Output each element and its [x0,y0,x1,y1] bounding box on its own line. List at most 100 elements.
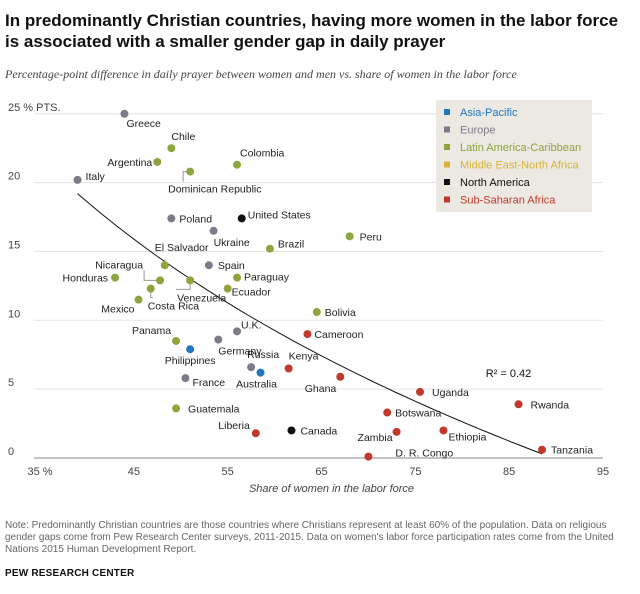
label-venezuela: Venezuela [177,292,226,304]
point-colombia [233,160,242,169]
x-tick-label: 95 [597,466,609,478]
point-liberia [251,429,260,438]
point-rwanda [514,400,523,409]
label-ghana: Ghana [305,383,337,395]
chart-subtitle: Percentage-point difference in daily pra… [5,67,517,81]
point-spain [204,261,213,270]
label-uganda: Uganda [432,387,469,399]
label-peru: Peru [360,231,382,243]
point-panama [172,336,181,345]
label-u-k: U.K. [241,319,261,331]
point-cameroon [303,330,312,339]
point-italy [73,175,82,184]
label-spain: Spain [218,260,245,272]
point-russia [247,363,256,372]
legend-item-latin-america-caribbean: Latin America-Caribbean [460,142,581,154]
point-mexico [134,295,143,304]
point-bolivia [312,308,321,317]
label-liberia: Liberia [218,420,250,432]
point-labels: Greece Chile Argentina Colombia Italy Dominic… [63,118,594,460]
x-tick-label: 45 [128,466,140,478]
scatter-chart: 0 5 10 15 20 25 % PTS. 35 % 45 55 65 75 85 95 R² = … [8,100,609,495]
label-paraguay: Paraguay [244,272,290,284]
legend-item-sub-saharan-africa: Sub-Saharan Africa [460,195,556,207]
y-tick-label: 5 [8,377,14,389]
point-costa-rica [146,284,155,293]
point-brazil [265,244,274,253]
label-zambia: Zambia [358,432,393,444]
label-chile: Chile [171,131,195,143]
label-russia: Russia [247,349,279,361]
gridlines [34,113,603,459]
point-guatemala [172,404,181,413]
point-u-k [233,327,242,336]
point-botswana [383,408,392,417]
point-united-states [237,214,246,223]
y-tick-label: 20 [8,171,20,183]
point-paraguay [233,273,242,282]
point-el-salvador [160,261,169,270]
point-tanzania [538,445,547,454]
trendline [77,193,543,455]
x-tick-label: 85 [503,466,515,478]
legend-item-europe: Europe [460,125,495,137]
x-tick-label: 55 [222,466,234,478]
point-ecuador [223,284,232,293]
data-points [73,109,547,461]
label-rwanda: Rwanda [531,399,570,411]
label-ethiopia: Ethiopia [448,431,486,443]
point-canada [287,426,296,435]
label-mexico: Mexico [101,304,134,316]
label-tanzania: Tanzania [551,445,593,457]
label-ukraine: Ukraine [214,237,250,249]
legend-swatch-asia-pacific [444,109,450,115]
label-honduras: Honduras [63,273,109,285]
footnote: Note: Predominantly Christian countries … [5,520,614,555]
y-axis-ticks: 0 5 10 15 20 25 % PTS. [8,102,61,458]
label-argentina: Argentina [107,157,152,169]
point-ukraine [209,226,218,235]
point-france [181,374,190,383]
x-axis-label: Share of women in the labor force [249,483,414,495]
label-dominican-republic: Dominican Republic [168,184,261,196]
r-squared-label: R² = 0.42 [486,368,532,380]
point-venezuela [186,276,195,285]
label-ecuador: Ecuador [232,287,272,299]
connector-nicaragua [143,270,161,281]
legend-swatch-latin-america-caribbean [444,144,450,150]
y-tick-label: 25 % PTS. [8,102,61,114]
label-canada: Canada [300,425,337,437]
legend-box [436,100,592,212]
point-peru [345,232,354,241]
x-tick-label: 35 % [27,466,52,478]
legend-swatch-middle-east-north-africa [444,161,450,168]
label-australia: Australia [236,379,277,391]
label-france: France [192,377,225,389]
label-bolivia: Bolivia [325,307,356,319]
label-brazil: Brazil [278,239,304,251]
point-chile [167,144,176,153]
point-dominican-republic [186,167,195,176]
point-kenya [284,364,293,373]
label-italy: Italy [86,171,106,183]
legend-item-north-america: North America [460,177,531,189]
point-d-r-congo [364,452,373,461]
label-costa-rica: Costa Rica [148,301,200,313]
point-ethiopia [439,426,448,435]
source-label: PEW RESEARCH CENTER [5,568,135,579]
legend-swatch-sub-saharan-africa [444,196,450,203]
label-guatemala: Guatemala [188,403,240,415]
label-greece: Greece [126,118,161,130]
label-cameroon: Cameroon [314,329,363,341]
label-colombia: Colombia [240,148,285,160]
label-germany: Germany [218,346,262,358]
label-nicaragua: Nicaragua [95,259,143,271]
label-botswana: Botswana [395,408,441,420]
x-tick-label: 65 [315,466,327,478]
label-panama: Panama [132,325,171,337]
label-kenya: Kenya [289,351,319,363]
label-d-r-congo: D. R. Congo [395,448,453,460]
point-ghana [336,372,345,381]
legend-swatch-europe [444,126,450,133]
legend-swatch-north-america [444,179,450,185]
